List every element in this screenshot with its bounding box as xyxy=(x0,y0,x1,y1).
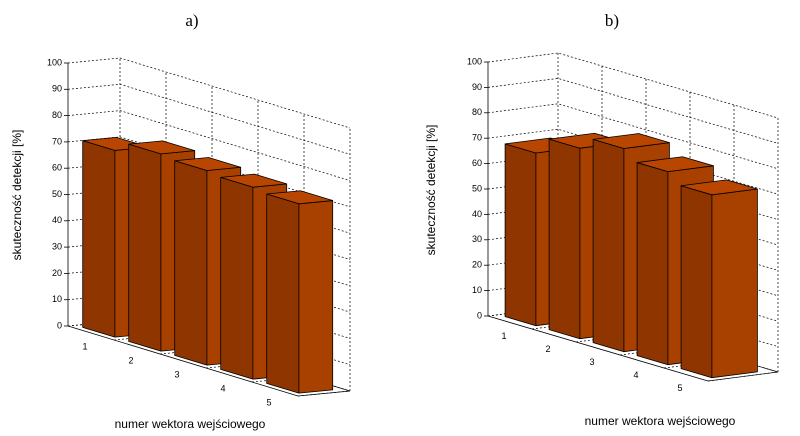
bar-top xyxy=(636,156,714,173)
bar-side xyxy=(636,162,669,366)
y-tick-label: 10 xyxy=(52,294,62,304)
grid-line xyxy=(67,83,351,155)
bar-top xyxy=(174,157,242,171)
bar-side xyxy=(128,143,162,352)
x-tick-label: 1 xyxy=(501,331,506,341)
x-axis-label: numer wektora wejściowego xyxy=(115,417,266,431)
x-tick-label: 2 xyxy=(545,344,550,354)
y-tick-label: 50 xyxy=(472,183,482,193)
x-tick-label: 4 xyxy=(220,383,225,393)
y-tick-label: 70 xyxy=(472,133,482,143)
y-tick-label: 60 xyxy=(52,163,62,173)
y-tick-label: 40 xyxy=(52,215,62,225)
y-tick-label: 40 xyxy=(472,209,482,219)
x-axis xyxy=(487,315,709,382)
x-tick-label: 1 xyxy=(82,341,87,351)
x-tick-label: 3 xyxy=(589,357,594,367)
y-axis-label: skuteczność detekcji [%] xyxy=(424,125,438,256)
y-tick-label: 100 xyxy=(47,57,62,67)
y-axis-label: skuteczność detekcji [%] xyxy=(10,130,24,261)
chart-title: b) xyxy=(605,11,619,30)
x-tick-label: 4 xyxy=(633,370,638,380)
bar-side xyxy=(174,160,208,366)
grid-line xyxy=(487,52,779,119)
bar-side xyxy=(220,176,254,380)
bar-front xyxy=(298,200,334,394)
x-axis xyxy=(67,325,299,397)
x-axis-label: numer wektora wejściowego xyxy=(585,414,736,428)
bar-side xyxy=(504,143,537,327)
y-tick-label: 20 xyxy=(472,260,482,270)
bar-top xyxy=(266,190,334,205)
y-tick-label: 50 xyxy=(52,189,62,199)
bar-top xyxy=(128,140,196,155)
y-tick-label: 80 xyxy=(472,107,482,117)
y-tick-label: 10 xyxy=(472,285,482,295)
grid-line xyxy=(67,110,351,181)
y-tick-label: 20 xyxy=(52,268,62,278)
y-tick-label: 30 xyxy=(52,241,62,251)
x-tick-label: 5 xyxy=(677,383,682,393)
y-tick-label: 100 xyxy=(467,56,482,66)
bar-side xyxy=(82,140,116,338)
bar-front xyxy=(711,188,758,379)
x-tick-label: 2 xyxy=(128,355,133,365)
y-tick-label: 0 xyxy=(57,320,62,330)
bar-top xyxy=(220,173,288,188)
x-tick-label: 5 xyxy=(266,397,271,407)
x-tick-label: 3 xyxy=(174,369,179,379)
y-tick-label: 90 xyxy=(472,82,482,92)
floor-grid-line xyxy=(251,376,305,383)
grid-line xyxy=(487,78,779,144)
floor-grid-line xyxy=(113,334,167,341)
grid-line xyxy=(67,57,351,129)
bar-side xyxy=(680,185,713,379)
bar-side xyxy=(592,138,625,353)
floor-grid-line xyxy=(205,362,259,369)
bar-side xyxy=(548,138,581,340)
y-tick-label: 90 xyxy=(52,84,62,94)
chart-title: a) xyxy=(185,11,198,30)
y-tick-label: 60 xyxy=(472,158,482,168)
bar-top xyxy=(680,179,758,196)
y-tick-label: 70 xyxy=(52,136,62,146)
y-tick-label: 30 xyxy=(472,234,482,244)
bar-side xyxy=(266,193,300,394)
y-tick-label: 0 xyxy=(477,310,482,320)
floor-grid-line xyxy=(159,348,213,355)
y-tick-label: 80 xyxy=(52,110,62,120)
bar-top xyxy=(592,133,670,149)
